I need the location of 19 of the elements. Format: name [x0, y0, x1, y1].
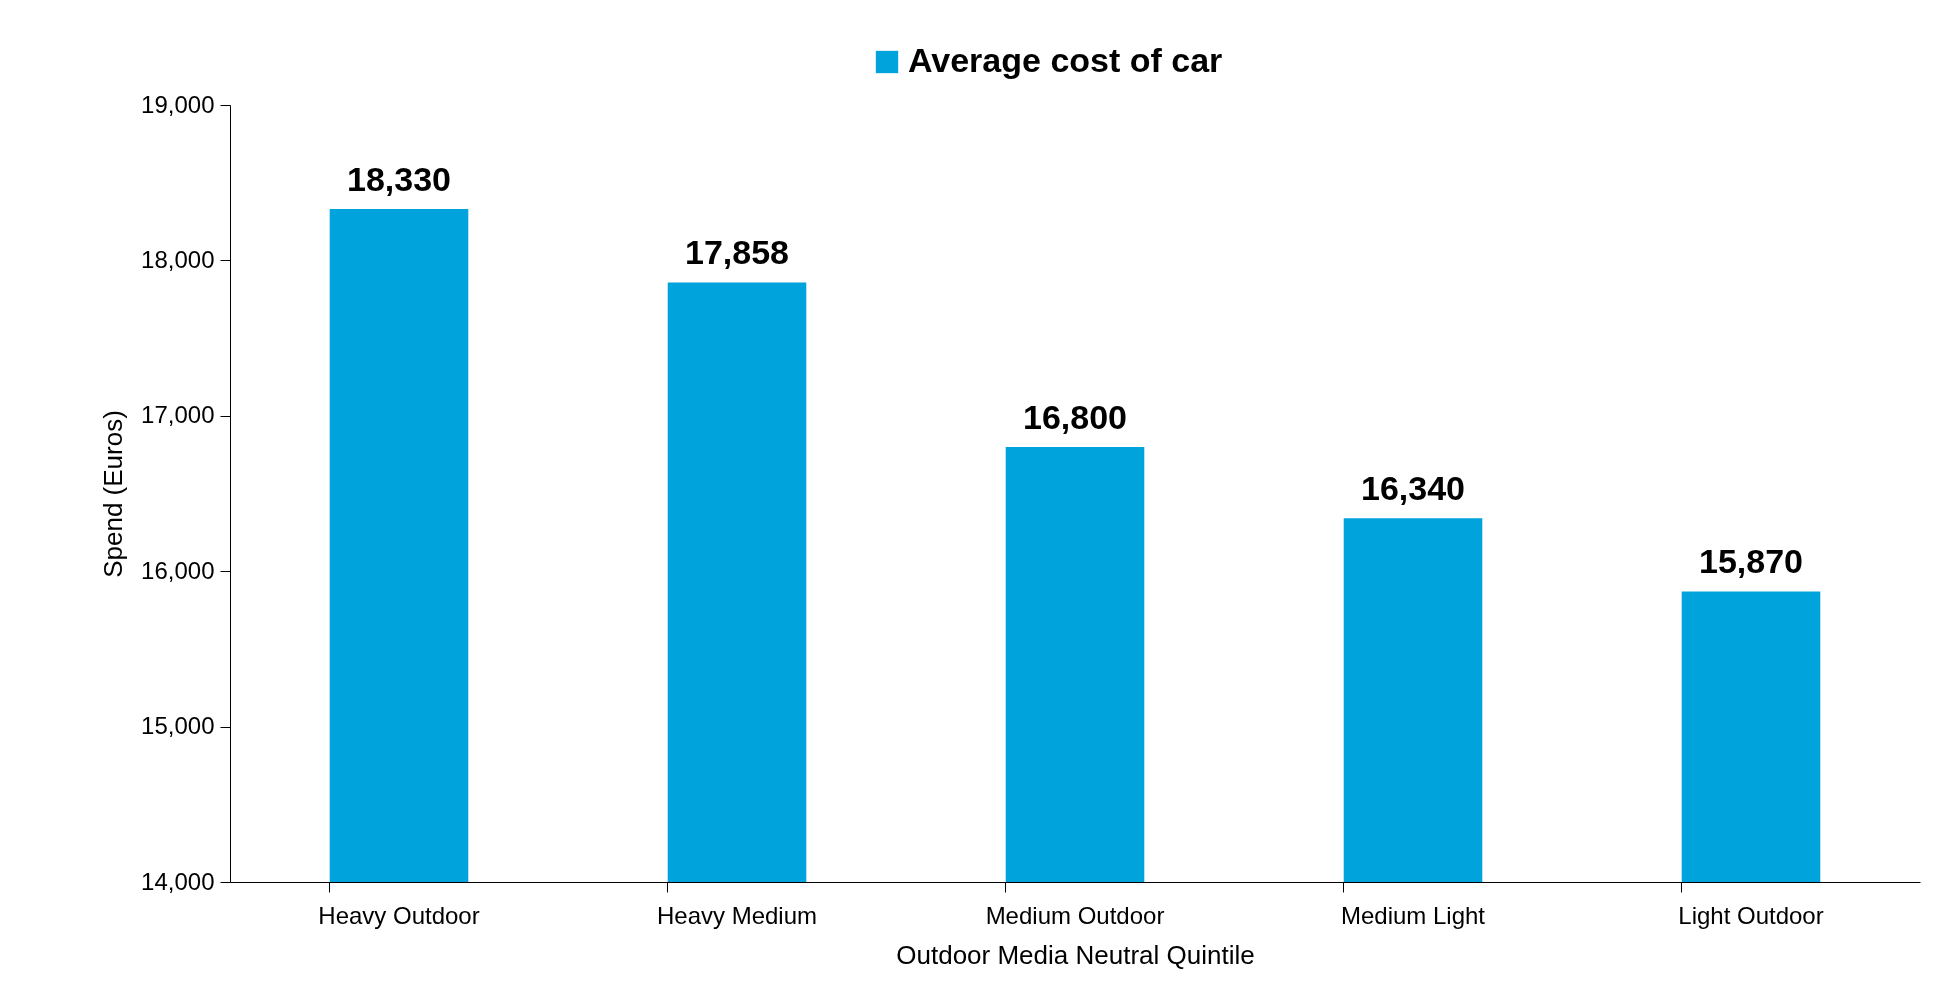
- x-tick-label: Light Outdoor: [1678, 901, 1824, 929]
- x-tick-label: Medium Outdoor: [985, 901, 1165, 929]
- y-tick-label: 16,000: [141, 556, 215, 584]
- data-label: 15,870: [1699, 542, 1803, 581]
- y-tick-label: 15,000: [141, 712, 215, 740]
- y-tick-label: 18,000: [141, 245, 215, 273]
- x-tick-label: Heavy Outdoor: [318, 901, 480, 929]
- x-tick-label: Medium Light: [1340, 901, 1486, 929]
- data-label: 16,800: [1023, 397, 1127, 436]
- x-tick-label: Heavy Medium: [656, 901, 818, 929]
- legend-label: Average cost of car: [908, 41, 1223, 79]
- data-label: 17,858: [685, 233, 789, 272]
- y-tick-label: 14,000: [141, 867, 215, 895]
- y-tick-label: 19,000: [141, 90, 215, 118]
- y-tick-label: 17,000: [141, 401, 215, 429]
- data-label: 18,330: [347, 160, 451, 199]
- y-axis-title: Spend (Euros): [98, 410, 129, 578]
- data-label: 16,340: [1361, 469, 1465, 508]
- x-axis-title: Outdoor Media Neutral Quintile: [896, 939, 1255, 970]
